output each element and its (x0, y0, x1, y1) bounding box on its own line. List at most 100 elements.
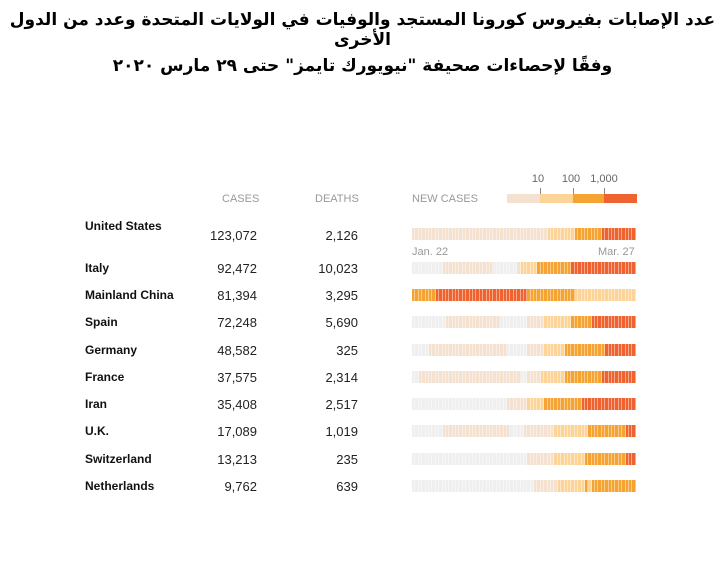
new-cases-bar (412, 262, 636, 274)
day-cell (581, 228, 585, 240)
day-cell (554, 316, 558, 328)
day-cell (567, 316, 572, 328)
day-cell (496, 371, 501, 383)
day-cell (581, 289, 585, 301)
cases-value: 72,248 (217, 315, 257, 330)
day-cell (483, 344, 487, 356)
day-cell (574, 480, 579, 492)
day-cell (462, 289, 467, 301)
cases-value: 48,582 (217, 343, 257, 358)
day-cell (622, 228, 626, 240)
day-cell (534, 398, 538, 410)
day-cell (581, 480, 585, 492)
day-cell (415, 289, 419, 301)
day-cell (473, 398, 477, 410)
cases-value: 81,394 (217, 288, 257, 303)
day-cell (608, 371, 613, 383)
new-cases-bar (412, 316, 636, 328)
day-cell (466, 398, 470, 410)
day-cell (578, 453, 582, 465)
country-name: United States (85, 219, 162, 233)
day-cell (510, 480, 514, 492)
day-cell (588, 262, 592, 274)
day-cell (622, 289, 626, 301)
day-cell (432, 289, 436, 301)
day-cell (422, 289, 426, 301)
day-cell (449, 371, 453, 383)
day-cell (435, 453, 440, 465)
day-cell (578, 289, 582, 301)
day-cell (598, 262, 602, 274)
day-cell (557, 344, 562, 356)
day-cell (534, 453, 538, 465)
day-cell (483, 228, 487, 240)
day-cell (601, 344, 606, 356)
day-cell (557, 398, 562, 410)
day-cell (588, 371, 592, 383)
day-cell (564, 262, 568, 274)
day-cell (459, 316, 463, 328)
day-cell (551, 398, 555, 410)
day-cell (567, 228, 572, 240)
day-cell (561, 289, 565, 301)
day-cell (517, 289, 521, 301)
day-cell (513, 398, 518, 410)
day-cell (412, 344, 416, 356)
day-cell (551, 425, 555, 437)
day-cell (452, 480, 457, 492)
day-cell (551, 371, 555, 383)
day-cell (452, 371, 457, 383)
day-cell (418, 316, 423, 328)
deaths-value: 1,019 (325, 424, 358, 439)
day-cell (469, 316, 474, 328)
day-cell (612, 289, 616, 301)
day-cell (534, 344, 538, 356)
deaths-value: 235 (336, 452, 358, 467)
day-cell (581, 398, 585, 410)
day-cell (540, 480, 545, 492)
day-cell (595, 316, 599, 328)
day-cell (605, 262, 609, 274)
day-cell (439, 316, 443, 328)
day-cell (503, 228, 507, 240)
day-cell (551, 480, 555, 492)
day-cell (428, 228, 433, 240)
day-cell (442, 371, 446, 383)
day-cell (439, 425, 443, 437)
day-cell (564, 480, 568, 492)
day-cell (632, 344, 636, 356)
day-cell (415, 344, 419, 356)
day-cell (513, 228, 518, 240)
day-cell (595, 262, 599, 274)
day-cell (622, 398, 626, 410)
day-cell (442, 262, 446, 274)
day-cell (418, 480, 423, 492)
legend-tick-label: 100 (561, 173, 581, 185)
day-cell (588, 228, 592, 240)
day-cell (605, 228, 609, 240)
day-cell (415, 371, 419, 383)
day-cell (513, 289, 518, 301)
day-cell (584, 344, 589, 356)
axis-start-label: Jan. 22 (412, 246, 449, 258)
day-cell (632, 480, 636, 492)
day-cell (588, 344, 592, 356)
day-cell (530, 371, 535, 383)
day-cell (567, 344, 572, 356)
day-cell (489, 228, 494, 240)
day-cell (418, 262, 423, 274)
day-cell (523, 289, 528, 301)
day-cell (489, 316, 494, 328)
day-cell (544, 289, 548, 301)
day-cell (459, 262, 463, 274)
day-cell (591, 289, 596, 301)
day-cell (561, 262, 565, 274)
day-cell (615, 453, 619, 465)
day-cell (459, 398, 463, 410)
day-cell (469, 344, 474, 356)
day-cell (493, 289, 497, 301)
day-cell (493, 480, 497, 492)
day-cell (605, 316, 609, 328)
day-cell (530, 316, 535, 328)
